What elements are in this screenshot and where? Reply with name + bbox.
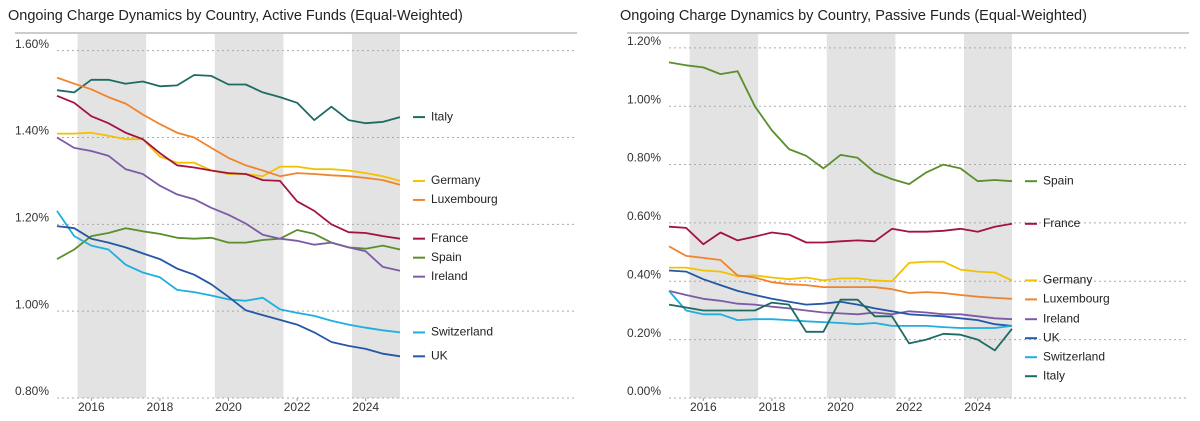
x-tick-label: 2016 (690, 400, 717, 414)
legend-label: Spain (1043, 173, 1074, 187)
y-tick-label: 0.20% (627, 326, 661, 340)
legend-label: Luxembourg (431, 192, 498, 206)
y-tick-label: 0.80% (15, 384, 49, 398)
x-tick-label: 2020 (215, 400, 242, 414)
legend-label: Spain (431, 250, 462, 264)
series-line (668, 61, 1013, 185)
x-tick-label: 2018 (759, 400, 786, 414)
series-line (56, 94, 401, 240)
x-tick-label: 2022 (284, 400, 311, 414)
legend-label: France (1043, 216, 1081, 230)
series-line (668, 245, 1013, 300)
series-line (668, 290, 1013, 321)
legend-label: Germany (1043, 273, 1092, 287)
y-tick-label: 1.40% (15, 124, 49, 138)
y-tick-label: 1.00% (15, 297, 49, 311)
x-tick-label: 2018 (147, 400, 174, 414)
series-line (668, 290, 1013, 329)
y-tick-label: 1.20% (15, 211, 49, 225)
shaded-band (689, 34, 759, 398)
series-line (56, 136, 401, 272)
shaded-band (963, 34, 1012, 398)
legend-label: UK (1043, 330, 1060, 344)
series-line (668, 222, 1013, 246)
legend-label: Ireland (431, 269, 468, 283)
series-line (669, 260, 1013, 283)
series-line (56, 76, 401, 186)
chart-title: Ongoing Charge Dynamics by Country, Pass… (620, 8, 1087, 24)
series-line (56, 74, 401, 125)
y-tick-label: 0.80% (627, 151, 661, 165)
y-tick-label: 1.60% (15, 37, 49, 51)
legend-label: Italy (1043, 368, 1065, 382)
shaded-band (77, 34, 147, 398)
x-tick-label: 2020 (827, 400, 854, 414)
y-tick-label: 0.00% (627, 384, 661, 398)
y-tick-label: 1.00% (627, 92, 661, 106)
shaded-band (351, 34, 400, 398)
shaded-band (826, 34, 896, 398)
legend-label: Switzerland (1043, 349, 1105, 363)
legend-label: Italy (431, 109, 453, 123)
series-line (56, 225, 401, 358)
series-line (56, 210, 401, 334)
chart-title: Ongoing Charge Dynamics by Country, Acti… (8, 8, 463, 24)
y-tick-label: 0.60% (627, 209, 661, 223)
legend-label: Germany (431, 173, 480, 187)
series-line (668, 298, 1013, 352)
x-tick-label: 2016 (78, 400, 105, 414)
legend-label: Ireland (1043, 311, 1080, 325)
x-tick-label: 2022 (896, 400, 923, 414)
legend-label: Switzerland (431, 325, 493, 339)
legend-label: UK (431, 348, 448, 362)
legend-label: Luxembourg (1043, 292, 1110, 306)
x-tick-label: 2024 (352, 400, 379, 414)
legend-label: France (431, 231, 469, 245)
y-tick-label: 1.20% (627, 34, 661, 48)
y-tick-label: 0.40% (627, 267, 661, 281)
shaded-band (214, 34, 284, 398)
series-line (668, 269, 1013, 327)
x-tick-label: 2024 (964, 400, 991, 414)
